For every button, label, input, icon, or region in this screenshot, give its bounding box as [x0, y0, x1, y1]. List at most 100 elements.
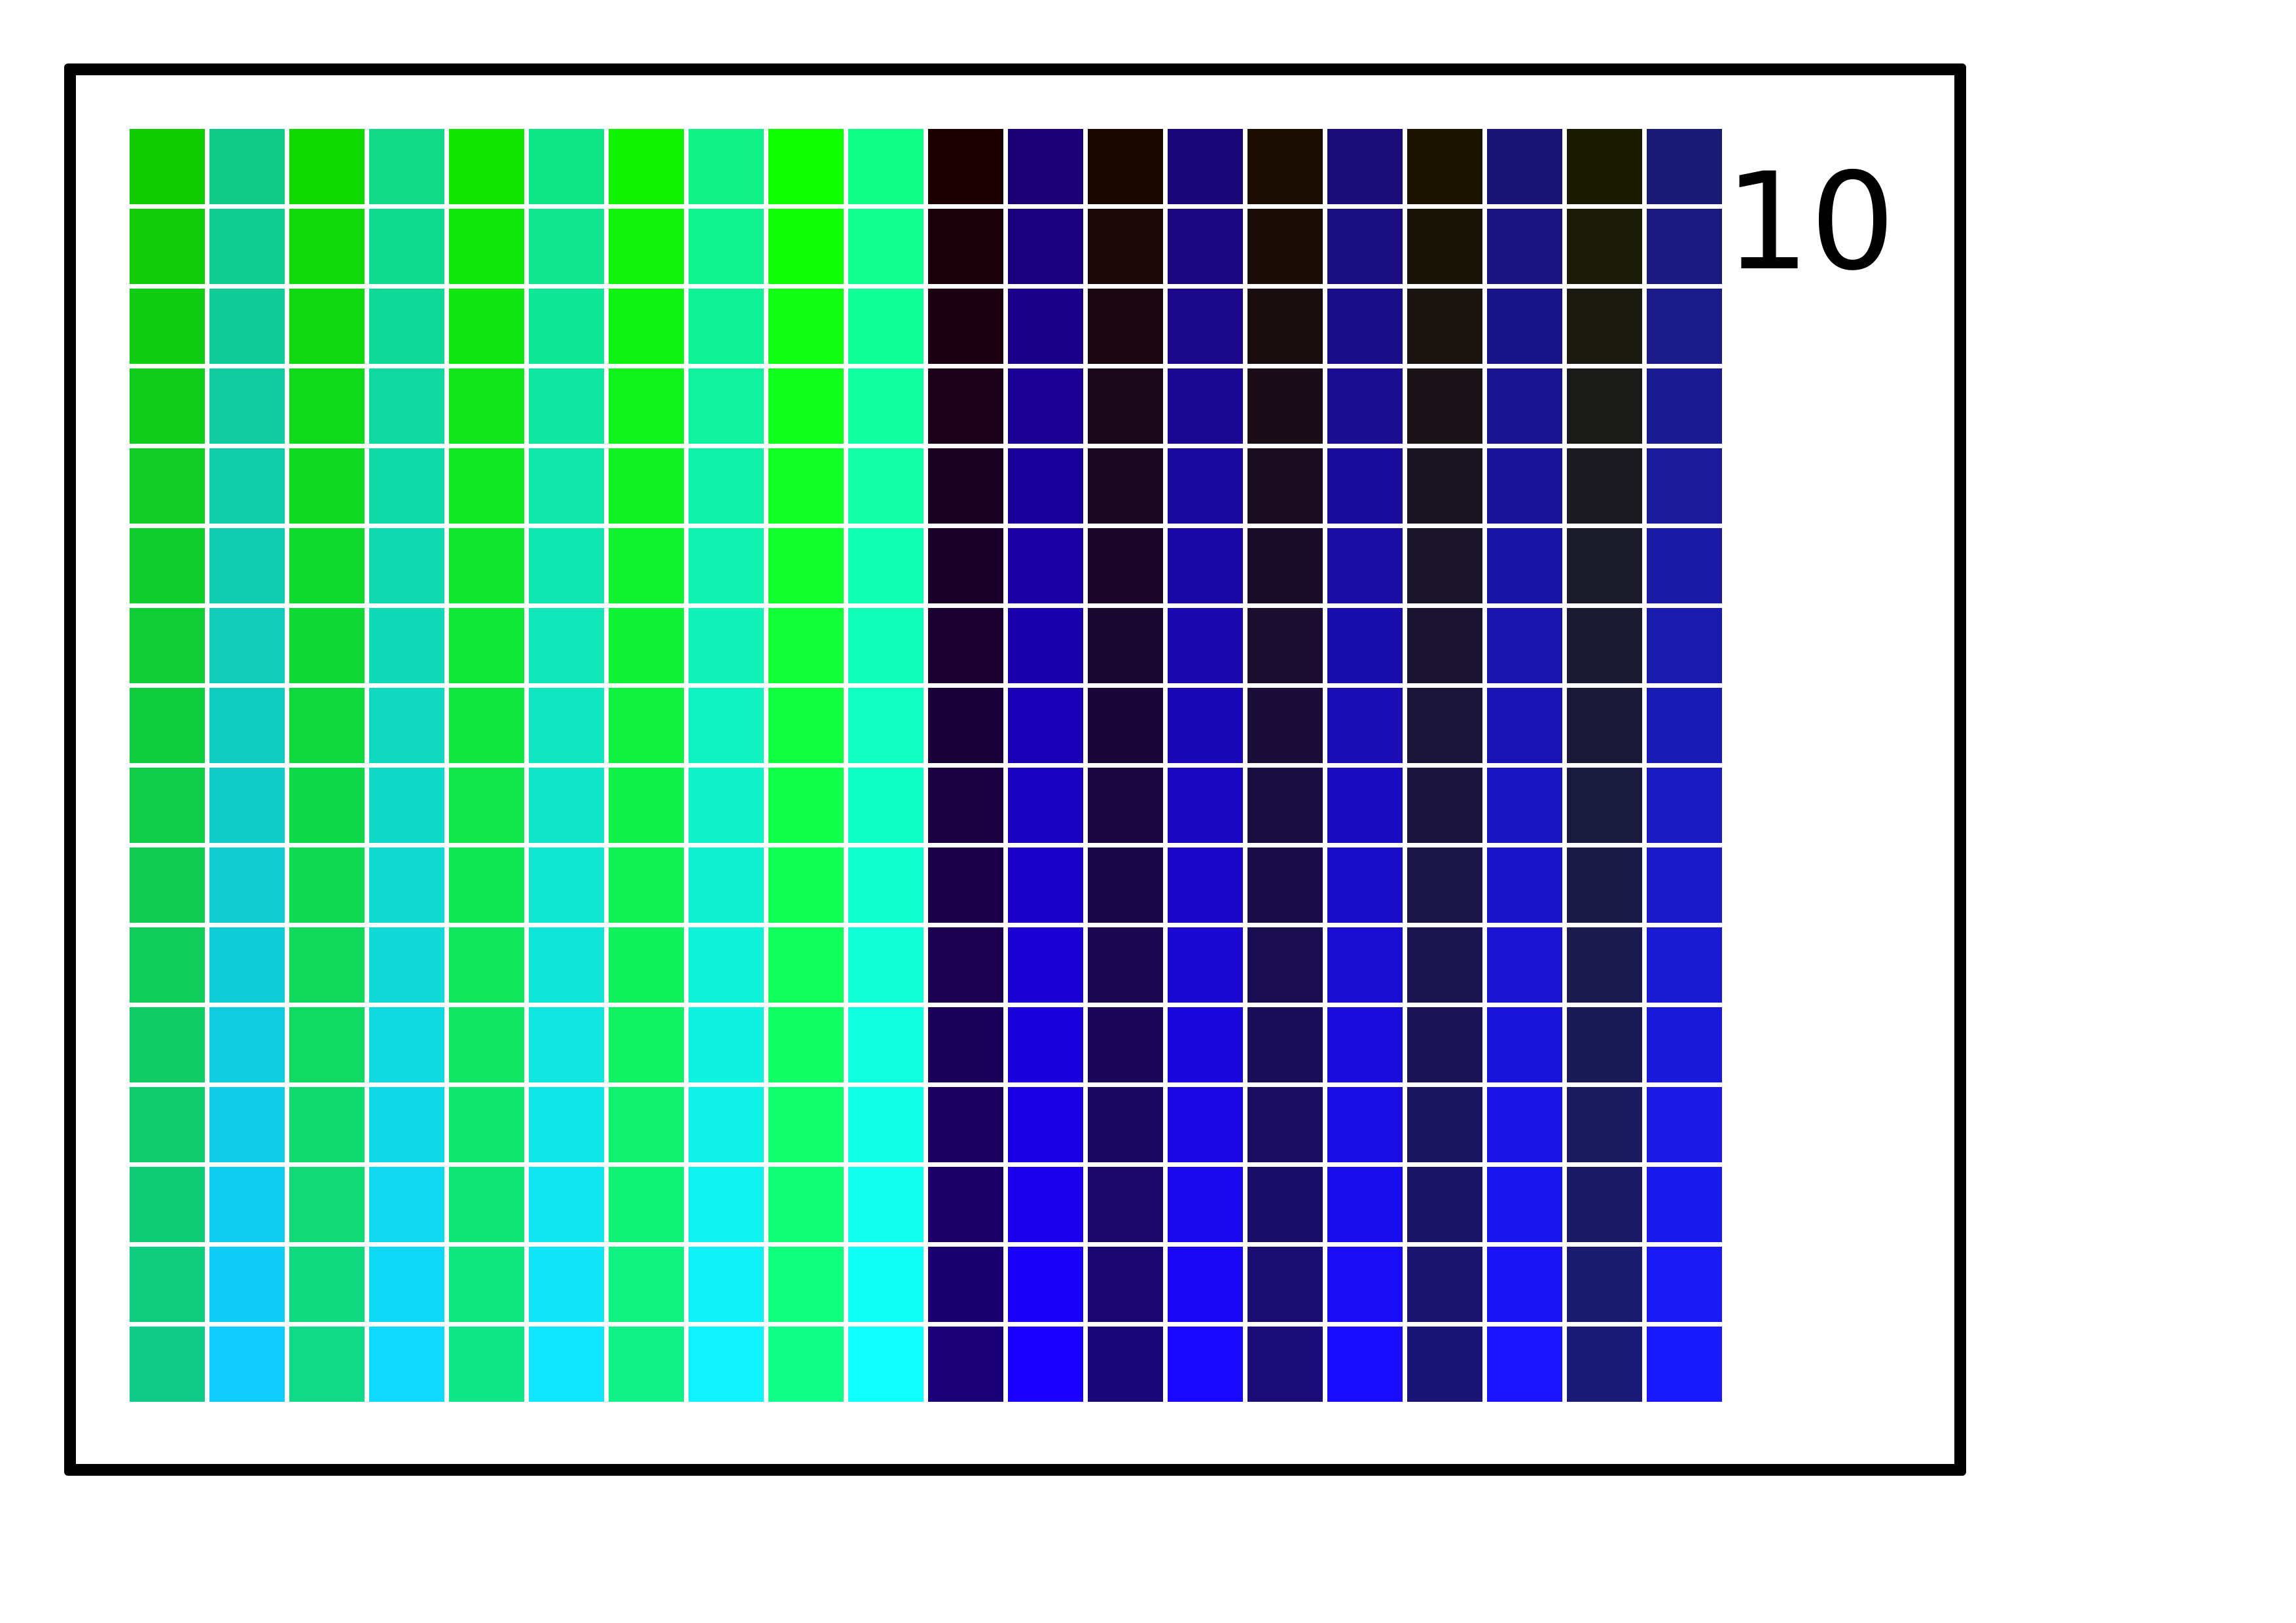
grid-cell [928, 129, 1003, 204]
grid-cell [449, 368, 524, 444]
grid-cell [1487, 927, 1562, 1003]
grid-cell [848, 608, 924, 683]
grid-cell [209, 927, 285, 1003]
grid-cell [209, 847, 285, 923]
grid-cell [209, 368, 285, 444]
grid-cell [1008, 129, 1083, 204]
grid-cell [1088, 209, 1163, 284]
grid-cell [1647, 289, 1722, 364]
grid-cell [1487, 1087, 1562, 1162]
grid-cell [1247, 1247, 1323, 1322]
grid-cell [1168, 688, 1243, 763]
grid-cell [689, 448, 764, 524]
grid-cell [768, 289, 844, 364]
grid-cell [1327, 927, 1403, 1003]
grid-cell [369, 927, 444, 1003]
grid-cell [1407, 927, 1482, 1003]
grid-cell [928, 1087, 1003, 1162]
grid-cell [1407, 368, 1482, 444]
grid-cell [609, 209, 684, 284]
grid-cell [289, 1007, 365, 1082]
grid-cell [609, 129, 684, 204]
grid-cell [1088, 448, 1163, 524]
grid-cell [1008, 528, 1083, 603]
grid-cell [1407, 209, 1482, 284]
grid-cell [1327, 608, 1403, 683]
grid-cell [1487, 608, 1562, 683]
grid-cell [848, 528, 924, 603]
grid-cell [1407, 608, 1482, 683]
grid-cell [209, 448, 285, 524]
grid-cell [130, 847, 205, 923]
grid-cell [369, 129, 444, 204]
grid-cell [1327, 768, 1403, 843]
grid-cell [529, 1327, 604, 1402]
grid-cell [609, 608, 684, 683]
grid-cell [1327, 368, 1403, 444]
grid-cell [449, 1007, 524, 1082]
grid-cell [1567, 209, 1642, 284]
grid-cell [1247, 768, 1323, 843]
grid-cell [1008, 608, 1083, 683]
grid-cell [1567, 1087, 1642, 1162]
grid-cell [1327, 1167, 1403, 1242]
grid-cell [1168, 289, 1243, 364]
grid-cell [689, 1327, 764, 1402]
grid-cell [768, 1087, 844, 1162]
grid-cell [1407, 289, 1482, 364]
grid-cell [1407, 768, 1482, 843]
grid-cell [209, 1167, 285, 1242]
grid-cell [1567, 1247, 1642, 1322]
grid-cell [928, 608, 1003, 683]
grid-cell [848, 1007, 924, 1082]
grid-cell [1247, 528, 1323, 603]
grid-cell [1088, 1087, 1163, 1162]
grid-cell [768, 847, 844, 923]
grid-cell [369, 209, 444, 284]
grid-cell [529, 1087, 604, 1162]
grid-cell [130, 688, 205, 763]
grid-cell [1008, 768, 1083, 843]
grid-cell [848, 927, 924, 1003]
grid-cell [369, 1007, 444, 1082]
grid-cell [1567, 289, 1642, 364]
grid-cell [289, 1087, 365, 1162]
grid-cell [768, 1007, 844, 1082]
grid-cell [1407, 847, 1482, 923]
grid-cell [369, 289, 444, 364]
grid-cell [1088, 1167, 1163, 1242]
grid-cell [1327, 1327, 1403, 1402]
grid-cell [1647, 1247, 1722, 1322]
grid-cell [130, 448, 205, 524]
grid-cell [1647, 1087, 1722, 1162]
grid-cell [1168, 927, 1243, 1003]
grid-cell [609, 1167, 684, 1242]
grid-cell [289, 608, 365, 683]
grid-cell [1487, 448, 1562, 524]
grid-cell [1088, 608, 1163, 683]
grid-cell [1327, 289, 1403, 364]
grid-cell [1487, 1327, 1562, 1402]
grid-cell [1247, 1167, 1323, 1242]
grid-cell [1008, 1327, 1083, 1402]
grid-cell [1567, 129, 1642, 204]
grid-cell [1008, 927, 1083, 1003]
grid-cell [369, 1247, 444, 1322]
grid-cell [449, 129, 524, 204]
grid-cell [369, 1087, 444, 1162]
grid-cell [1487, 688, 1562, 763]
grid-cell [1407, 448, 1482, 524]
grid-cell [848, 847, 924, 923]
grid-cell [609, 448, 684, 524]
grid-cell [1168, 129, 1243, 204]
grid-cell [1487, 1007, 1562, 1082]
grid-cell [928, 1007, 1003, 1082]
grid-cell [1247, 688, 1323, 763]
grid-cell [289, 209, 365, 284]
grid-cell [609, 768, 684, 843]
grid-cell [1327, 688, 1403, 763]
grid-cell [449, 1087, 524, 1162]
grid-cell [1567, 448, 1642, 524]
grid-cell [1088, 768, 1163, 843]
grid-cell [449, 847, 524, 923]
